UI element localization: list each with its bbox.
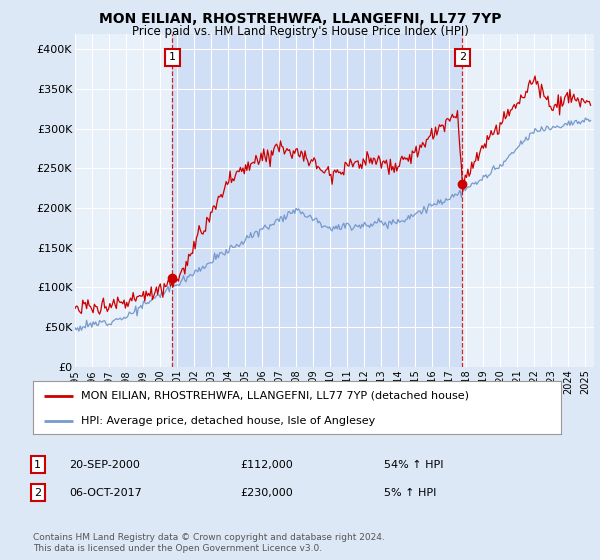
- Text: 2: 2: [34, 488, 41, 498]
- Text: HPI: Average price, detached house, Isle of Anglesey: HPI: Average price, detached house, Isle…: [80, 416, 375, 426]
- Text: 54% ↑ HPI: 54% ↑ HPI: [384, 460, 443, 470]
- Text: 1: 1: [169, 53, 176, 62]
- Text: MON EILIAN, RHOSTREHWFA, LLANGEFNI, LL77 7YP: MON EILIAN, RHOSTREHWFA, LLANGEFNI, LL77…: [99, 12, 501, 26]
- Text: Contains HM Land Registry data © Crown copyright and database right 2024.
This d: Contains HM Land Registry data © Crown c…: [33, 533, 385, 553]
- Text: 06-OCT-2017: 06-OCT-2017: [69, 488, 142, 498]
- Text: 2: 2: [459, 53, 466, 62]
- Bar: [172, 34, 462, 367]
- Text: 5% ↑ HPI: 5% ↑ HPI: [384, 488, 436, 498]
- Text: Price paid vs. HM Land Registry's House Price Index (HPI): Price paid vs. HM Land Registry's House …: [131, 25, 469, 38]
- Text: £230,000: £230,000: [240, 488, 293, 498]
- Text: 20-SEP-2000: 20-SEP-2000: [69, 460, 140, 470]
- Text: MON EILIAN, RHOSTREHWFA, LLANGEFNI, LL77 7YP (detached house): MON EILIAN, RHOSTREHWFA, LLANGEFNI, LL77…: [80, 391, 469, 401]
- Text: £112,000: £112,000: [240, 460, 293, 470]
- Text: 1: 1: [34, 460, 41, 470]
